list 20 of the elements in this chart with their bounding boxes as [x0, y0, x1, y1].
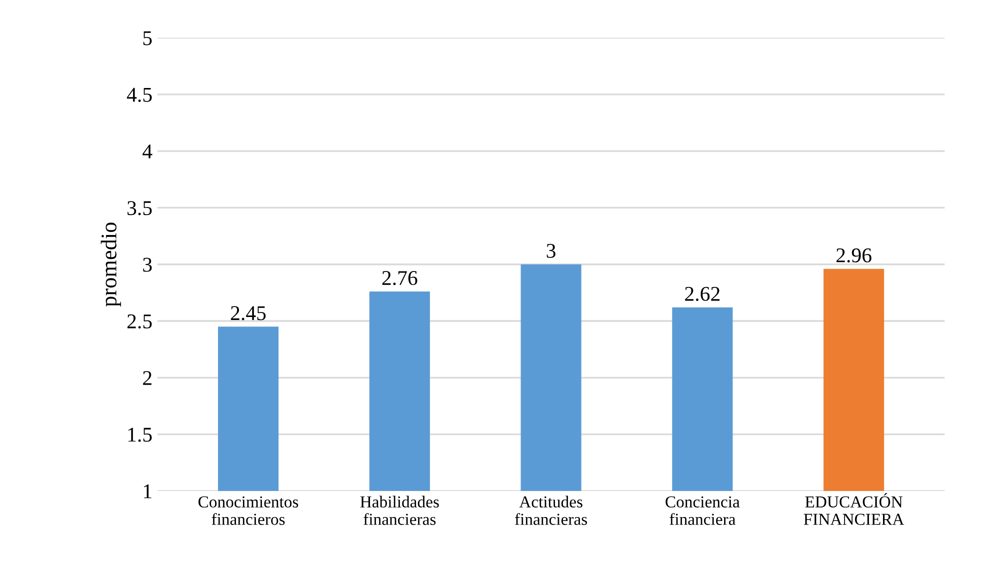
x-tick-label: Actitudes financieras — [515, 496, 587, 525]
data-label: 2.96 — [836, 248, 872, 262]
x-tick-label: EDUCACIÓN FINANCIERA — [804, 493, 904, 525]
x-tick-label: Conocimientos financieros — [198, 496, 298, 525]
y-tick-label: 2 — [143, 371, 152, 385]
y-tick-label: 2.5 — [127, 314, 152, 329]
y-tick-label: 5 — [143, 31, 152, 46]
y-tick-label: 4 — [142, 144, 152, 158]
data-label: 2.45 — [230, 306, 266, 320]
y-tick-label: 1 — [144, 484, 152, 498]
data-label: 2.76 — [382, 271, 418, 286]
x-tick-label: Habilidades financieras — [360, 496, 439, 525]
y-tick-label: 4.5 — [126, 88, 152, 102]
y-tick-label: 3 — [143, 258, 152, 272]
data-label: 3 — [546, 244, 556, 258]
y-tick-label: 1.5 — [128, 428, 152, 442]
x-tick-label: Conciencia financiera — [666, 496, 740, 525]
y-axis-title: promedio — [100, 222, 121, 307]
data-label: 2.62 — [685, 286, 720, 301]
y-tick-label: 3.5 — [128, 201, 152, 216]
